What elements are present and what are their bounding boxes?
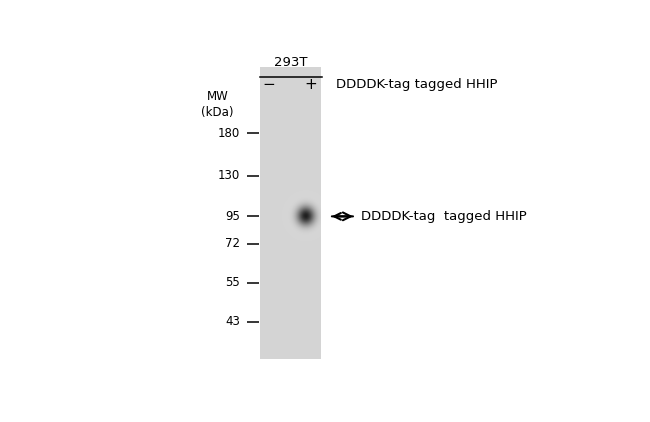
Text: 95: 95 xyxy=(225,210,240,223)
Text: −: − xyxy=(263,77,276,92)
Text: 130: 130 xyxy=(218,169,240,182)
Text: 72: 72 xyxy=(225,238,240,251)
Text: 43: 43 xyxy=(225,316,240,328)
Text: MW
(kDa): MW (kDa) xyxy=(201,89,233,119)
Text: 55: 55 xyxy=(225,276,240,289)
Bar xyxy=(260,67,320,360)
Text: 180: 180 xyxy=(218,127,240,140)
Text: +: + xyxy=(304,77,317,92)
Text: DDDDK-tag  tagged HHIP: DDDDK-tag tagged HHIP xyxy=(361,210,526,223)
Text: 293T: 293T xyxy=(274,56,307,68)
Text: DDDDK-tag tagged HHIP: DDDDK-tag tagged HHIP xyxy=(335,78,497,91)
